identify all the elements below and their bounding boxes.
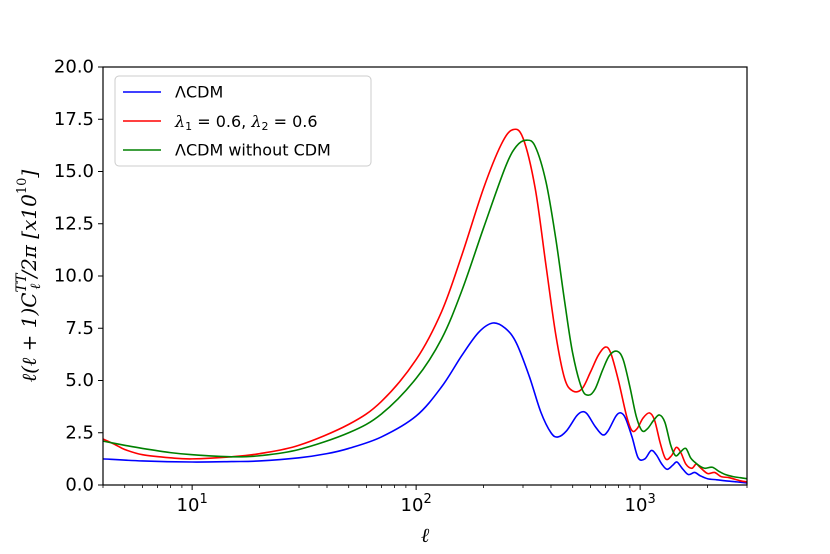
series-line-0 xyxy=(103,322,747,484)
y-tick-label-2: 5.0 xyxy=(65,370,94,391)
y-tick-label-0: 0.0 xyxy=(65,475,94,496)
y-tick-label-4: 10.0 xyxy=(54,266,94,287)
y-tick-label-7: 17.5 xyxy=(54,109,94,130)
ticks-layer: 0.0 2.5 5.0 7.5 10.0 12.5 15.0 17.5 20.0 101 102 10… xyxy=(54,57,748,516)
y-axis-label-text: ℓ(ℓ + 1)CTTℓ/2π [x1010] xyxy=(14,170,44,383)
legend-label-2: ΛCDM without CDM xyxy=(175,141,331,160)
series-layer xyxy=(103,128,747,484)
legend: ΛCDM λ1 = 0.6, λ2 = 0.6 ΛCDM without CDM xyxy=(114,75,372,167)
x-tick-label-2: 103 xyxy=(625,492,656,516)
series-line-1 xyxy=(103,128,747,483)
y-tick-label-3: 7.5 xyxy=(65,318,94,339)
legend-label-1: λ1 = 0.6, λ2 = 0.6 xyxy=(174,112,318,133)
y-tick-label-8: 20.0 xyxy=(54,57,94,78)
y-tick-label-5: 12.5 xyxy=(54,213,94,234)
legend-frame xyxy=(114,75,372,167)
y-axis-label: ℓ(ℓ + 1)CTTℓ/2π [x1010] xyxy=(14,170,44,383)
x-axis-label: ℓ xyxy=(421,523,430,547)
x-tick-label-1: 102 xyxy=(401,492,432,516)
y-tick-label-6: 15.0 xyxy=(54,161,94,182)
legend-label-0: ΛCDM xyxy=(175,83,223,102)
x-tick-label-0: 101 xyxy=(177,492,208,516)
series-line-2 xyxy=(103,139,747,480)
y-tick-label-1: 2.5 xyxy=(65,422,94,443)
